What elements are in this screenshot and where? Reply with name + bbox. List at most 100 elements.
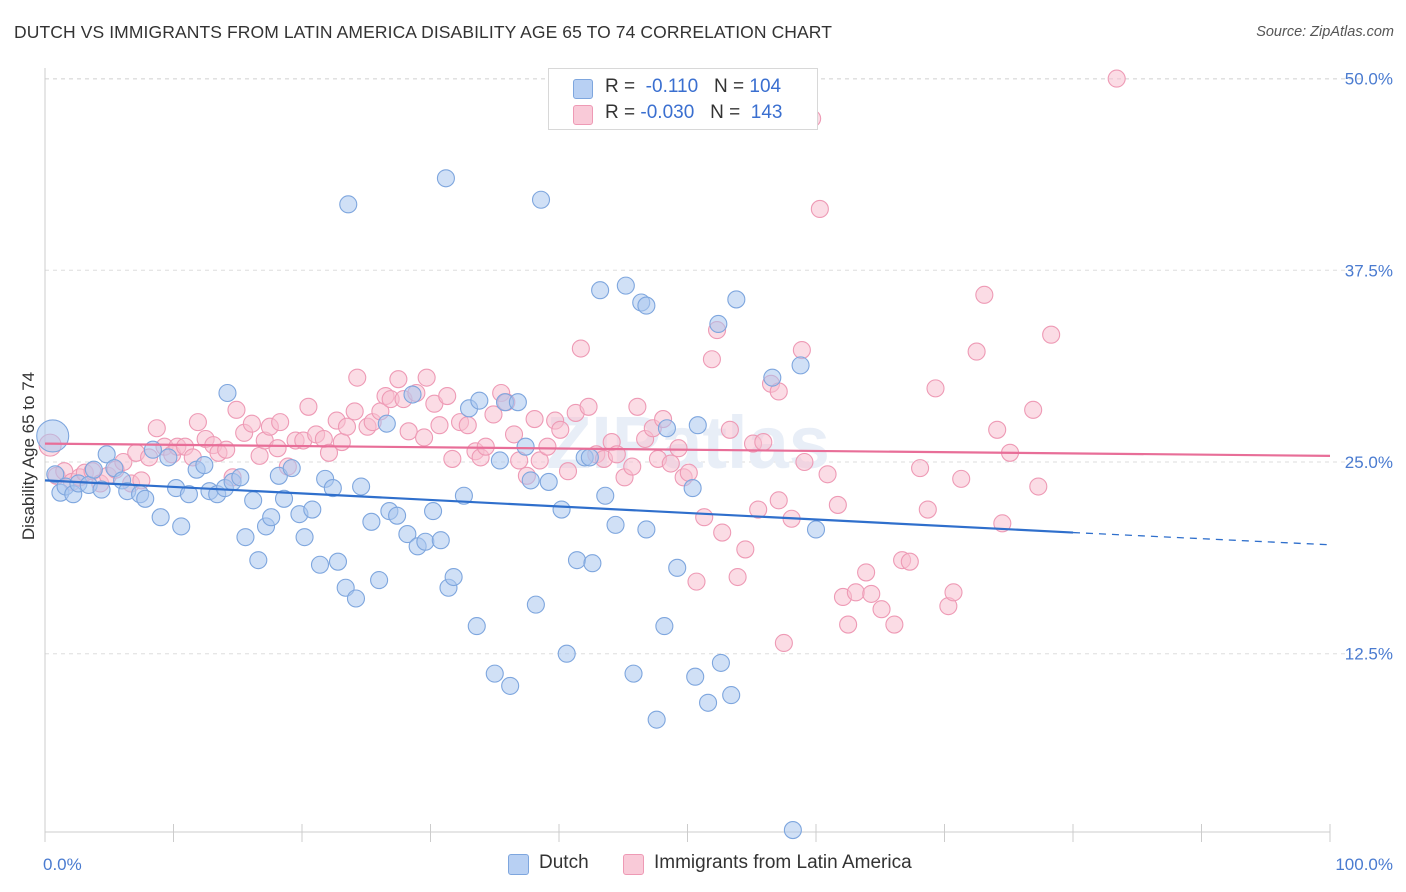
dutch-point: [346, 589, 366, 608]
latin-point: [749, 500, 768, 519]
dutch-point: [282, 459, 301, 478]
latin-point: [669, 439, 688, 458]
y-tick-labels: 12.5% 25.0% 37.5% 50.0%: [1345, 70, 1393, 664]
latin-point: [900, 552, 919, 571]
latin-point: [188, 413, 207, 432]
dutch-point: [249, 551, 268, 570]
dutch-point: [328, 552, 348, 571]
dutch-point: [557, 644, 576, 663]
latin-swatch: [573, 105, 593, 125]
bottom-dutch-label: Dutch: [539, 852, 589, 873]
latin-point: [839, 615, 858, 634]
latin-point: [795, 452, 814, 472]
dutch-point: [403, 385, 422, 404]
latin-point: [348, 368, 367, 387]
latin-point: [679, 463, 698, 482]
chart-source: Source: ZipAtlas.com: [1256, 24, 1394, 40]
dutch-point: [179, 485, 198, 504]
dutch-point: [688, 416, 707, 435]
dutch-point: [262, 508, 281, 527]
dutch-point: [668, 558, 687, 577]
latin-point: [1024, 400, 1043, 419]
dutch-point: [97, 445, 116, 464]
dutch-point: [454, 486, 473, 505]
latin-point: [993, 514, 1012, 533]
latin-trend-line: [44, 442, 1331, 457]
latin-point: [754, 433, 773, 452]
latin-point: [337, 417, 357, 436]
latin-point: [1029, 477, 1048, 496]
dutch-point: [339, 195, 358, 214]
latin-n-label: N =: [710, 102, 741, 123]
dutch-point: [683, 479, 702, 498]
latin-point: [713, 523, 732, 542]
y-axis-label: Disability Age 65 to 74: [19, 372, 38, 540]
dutch-point: [657, 419, 676, 438]
legend-latin-text: R = -0.030 N = 143: [605, 102, 782, 124]
latin-point: [967, 342, 986, 361]
bottom-latin-swatch: [623, 854, 644, 875]
latin-point: [792, 340, 811, 360]
dutch-point: [467, 617, 486, 636]
dutch-point: [370, 571, 389, 590]
dutch-point: [388, 506, 407, 525]
dutch-point: [362, 512, 381, 531]
latin-point: [415, 428, 434, 447]
latin-point: [988, 420, 1007, 439]
latin-point: [862, 584, 881, 603]
dutch-point: [398, 525, 417, 544]
bottom-dutch-swatch: [508, 854, 529, 875]
latin-point: [504, 425, 524, 444]
latin-point: [458, 416, 477, 435]
latin-point: [558, 462, 578, 481]
dutch-point: [583, 554, 602, 573]
dutch-point: [591, 281, 610, 300]
dutch-point: [596, 486, 615, 505]
latin-point: [250, 446, 269, 465]
latin-point: [774, 633, 793, 653]
latin-point: [525, 410, 544, 429]
dutch-point: [218, 383, 237, 403]
dutch-point: [709, 314, 728, 334]
latin-point: [217, 440, 236, 459]
x-tick-label-min: 0.0%: [43, 855, 82, 874]
dutch-point: [323, 479, 342, 498]
latin-point: [623, 457, 642, 476]
y-tick-label: 50.0%: [1345, 70, 1393, 89]
dutch-point: [791, 356, 810, 375]
dutch-trend-extension: [1072, 531, 1331, 546]
dutch-point: [431, 531, 450, 550]
y-tick-label: 12.5%: [1345, 645, 1393, 664]
dutch-point: [310, 555, 330, 574]
latin-series-points: [38, 69, 1126, 653]
correlation-legend: R = -0.110 N = 104 R = -0.030 N = 143: [548, 68, 818, 130]
dutch-point: [699, 693, 718, 712]
dutch-point: [274, 489, 294, 508]
y-tick-label: 25.0%: [1345, 453, 1393, 472]
latin-point: [438, 387, 457, 406]
latin-point: [417, 368, 436, 387]
dutch-r-value: -0.110: [645, 76, 699, 97]
dutch-point: [616, 276, 635, 295]
latin-point: [944, 583, 963, 602]
dutch-point: [552, 500, 571, 519]
latin-point: [443, 449, 462, 468]
dutch-n-value: 104: [749, 76, 782, 97]
dutch-point: [655, 617, 674, 636]
latin-r-label: R =: [605, 102, 636, 123]
dutch-point: [711, 653, 730, 672]
dutch-point: [303, 500, 322, 519]
latin-point: [857, 563, 876, 582]
latin-point: [975, 285, 994, 304]
dutch-point: [84, 460, 103, 479]
dutch-point: [516, 437, 535, 456]
dutch-point: [46, 465, 65, 484]
dutch-point: [783, 821, 802, 840]
dutch-point: [244, 491, 263, 510]
latin-point: [628, 397, 647, 416]
latin-point: [551, 420, 570, 439]
chart-title: DUTCH VS IMMIGRANTS FROM LATIN AMERICA D…: [14, 22, 833, 42]
latin-point: [399, 422, 418, 441]
dutch-point: [231, 468, 250, 487]
dutch-point: [352, 477, 371, 496]
